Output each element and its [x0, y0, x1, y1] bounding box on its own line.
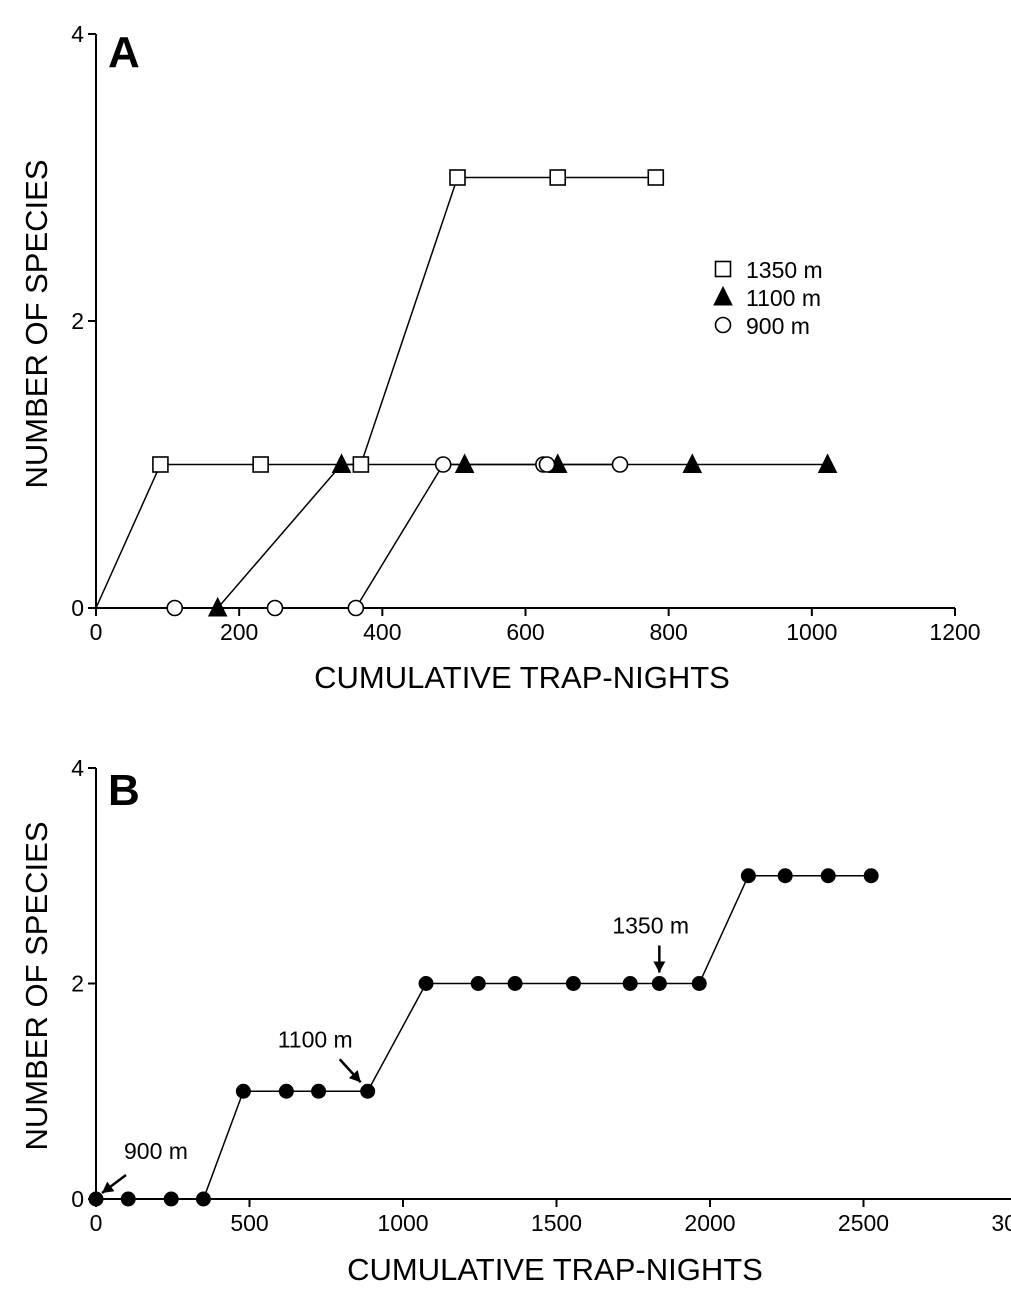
axes-a: 0 200 400 600 800 1000 1200 0 2 4	[71, 21, 980, 645]
data-point-b	[863, 868, 879, 884]
annotation-arrowhead-b-0	[102, 1181, 115, 1193]
legend-label-a-0: 1350 m	[746, 257, 823, 283]
data-point-a-1	[207, 596, 228, 617]
data-point-b	[777, 868, 793, 884]
data-point-a-2	[166, 599, 184, 617]
data-point-a-0	[252, 456, 269, 473]
x-tick-label-a: 400	[363, 619, 401, 645]
data-point-b	[360, 1083, 376, 1099]
panel-label-b: B	[108, 766, 140, 815]
x-tick-label-b: 2000	[684, 1210, 735, 1236]
data-point-a-1	[682, 453, 703, 473]
data-point-a-0	[549, 169, 567, 186]
x-tick-label-b: 1500	[531, 1210, 582, 1236]
y-tick-label-a: 2	[71, 308, 84, 334]
annotation-label-b-2: 1350 m	[612, 913, 689, 939]
series-line-a-1	[217, 463, 828, 609]
x-tick-label-a: 800	[649, 619, 687, 645]
data-point-a-0	[152, 456, 169, 473]
annotation-arrowhead-b-1	[348, 1070, 361, 1083]
data-point-a-1	[454, 453, 475, 473]
x-axis-label-b: CUMULATIVE TRAP-NIGHTS	[347, 1252, 763, 1287]
data-point-a-0	[449, 169, 466, 186]
chart-panel-b: B 0 500 1000 1500 2000 2500 3000 0 2 4 900 m 1100 …	[19, 755, 1011, 1287]
data-point-b	[691, 976, 707, 991]
data-point-b	[418, 976, 434, 991]
x-tick-label-b: 2500	[838, 1210, 889, 1236]
x-tick-label-b: 1000	[377, 1210, 428, 1236]
data-point-a-1	[817, 453, 838, 473]
legend-label-a-1: 1100 m	[746, 285, 821, 311]
annotations-b: 900 m 1100 m 1350 m	[101, 913, 689, 1194]
legend-marker-a-0	[714, 260, 732, 278]
data-point-b	[740, 868, 756, 884]
x-tick-label-b: 500	[230, 1210, 268, 1236]
legend-label-a-2: 900 m	[746, 313, 810, 339]
data-point-b	[235, 1083, 251, 1099]
x-axis-label-a: CUMULATIVE TRAP-NIGHTS	[314, 660, 730, 695]
x-tick-label-b: 3000	[991, 1210, 1011, 1236]
series-line-a-2	[174, 463, 620, 609]
annotation-label-b-0: 900 m	[124, 1138, 188, 1164]
data-point-b	[820, 868, 836, 884]
data-point-a-2	[434, 456, 452, 473]
axes-b: 0 500 1000 1500 2000 2500 3000 0 2 4	[71, 755, 1011, 1236]
y-tick-label-b: 2	[71, 971, 84, 997]
data-point-a-1	[331, 453, 352, 473]
data-point-b	[470, 976, 486, 991]
y-tick-label-a: 0	[71, 595, 84, 621]
x-tick-label-a: 1200	[929, 619, 980, 645]
y-axis-label-a: NUMBER OF SPECIES	[19, 160, 54, 489]
data-point-a-0	[647, 169, 665, 186]
legend-marker-a-2	[714, 316, 732, 334]
data-point-b	[163, 1191, 179, 1207]
y-tick-label-a: 4	[71, 21, 84, 47]
data-point-b	[507, 976, 523, 991]
data-point-b	[622, 976, 638, 991]
data-point-b	[278, 1083, 294, 1099]
y-tick-label-b: 4	[71, 755, 84, 781]
series-line-b-0	[96, 875, 872, 1200]
data-point-b	[88, 1191, 104, 1207]
data-point-a-0	[352, 456, 370, 473]
data-point-a-2	[347, 599, 365, 617]
x-tick-label-a: 0	[90, 619, 103, 645]
data-point-b	[120, 1191, 136, 1207]
series-a	[95, 169, 838, 617]
x-tick-label-a: 1000	[786, 619, 837, 645]
x-tick-label-a: 200	[220, 619, 258, 645]
data-point-b	[311, 1083, 327, 1099]
series-line-a-0	[95, 176, 656, 609]
x-tick-label-a: 600	[506, 619, 544, 645]
y-axis-label-b: NUMBER OF SPECIES	[19, 822, 54, 1151]
panel-label-a: A	[108, 28, 140, 77]
data-point-b	[565, 976, 581, 991]
data-point-a-2	[266, 599, 284, 617]
data-point-b	[651, 976, 667, 991]
data-point-a-2	[611, 456, 629, 473]
data-point-a-extra	[538, 456, 556, 473]
y-tick-label-b: 0	[71, 1186, 84, 1212]
series-b	[88, 868, 879, 1207]
data-point-b	[195, 1191, 211, 1207]
x-tick-label-b: 0	[90, 1210, 103, 1236]
annotation-label-b-1: 1100 m	[278, 1026, 353, 1052]
annotation-arrowhead-b-2	[653, 961, 666, 973]
legend-marker-a-1	[713, 285, 733, 306]
